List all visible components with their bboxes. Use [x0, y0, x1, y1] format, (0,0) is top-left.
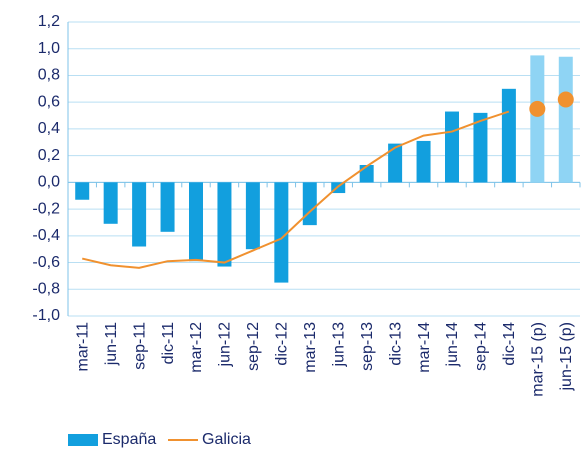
- x-tick-label: jun-13: [330, 322, 347, 368]
- y-tick-label: 0,6: [38, 93, 60, 110]
- y-tick-label: 0,2: [38, 147, 60, 164]
- bar: [189, 182, 203, 262]
- bar: [558, 56, 573, 183]
- y-tick-label: 0,0: [38, 174, 60, 191]
- bar: [416, 140, 431, 183]
- bar: [445, 111, 459, 183]
- y-tick-label: -0,2: [32, 200, 60, 217]
- x-tick-label: sep-12: [245, 322, 262, 371]
- bar: [388, 143, 403, 183]
- y-tick-label: 0,8: [38, 67, 60, 84]
- x-tick-label: sep-13: [359, 322, 376, 371]
- line: [81, 110, 510, 269]
- y-tick-label: -1,0: [32, 307, 60, 324]
- legend-label: España: [102, 431, 156, 448]
- bar: [530, 55, 545, 183]
- x-tick-label: mar-11: [74, 322, 91, 372]
- x-tick-label: jun-14: [444, 322, 461, 368]
- bar: [132, 182, 147, 247]
- x-tick-label: dic-13: [387, 322, 404, 366]
- legend-label: Galicia: [202, 431, 251, 448]
- bar: [217, 182, 232, 267]
- y-tick-label: 1,2: [38, 13, 60, 30]
- bar: [501, 88, 516, 183]
- x-tick-label: dic-12: [274, 322, 291, 366]
- projected-point: [529, 100, 546, 117]
- y-tick-label: -0,8: [32, 280, 60, 297]
- bar: [75, 182, 90, 200]
- x-tick-label: mar-14: [416, 322, 433, 373]
- bar: [274, 182, 289, 283]
- x-tick-label: jun-11: [103, 322, 120, 366]
- x-tick-label: dic-14: [501, 322, 518, 366]
- bar: [359, 164, 374, 183]
- x-tick-label: mar-15 (p): [530, 322, 547, 397]
- bar: [103, 182, 118, 224]
- x-tick-label: jun-15 (p): [558, 322, 575, 391]
- y-tick-label: -0,4: [32, 227, 60, 244]
- x-tick-label: mar-12: [188, 322, 205, 373]
- x-tick-label: jun-12: [217, 322, 234, 368]
- bar: [302, 182, 317, 226]
- x-tick-label: mar-13: [302, 322, 319, 373]
- x-tick-label: dic-11: [160, 322, 177, 364]
- x-tick-label: sep-14: [473, 322, 490, 371]
- bar: [160, 182, 175, 232]
- projected-point: [557, 91, 574, 108]
- legend-swatch: [68, 434, 98, 446]
- bar: [245, 182, 260, 250]
- bar: [473, 112, 488, 183]
- y-tick-label: 0,4: [38, 120, 60, 137]
- y-tick-label: -0,6: [32, 254, 60, 271]
- y-tick-label: 1,0: [38, 40, 60, 57]
- x-tick-label: sep-11: [131, 322, 148, 370]
